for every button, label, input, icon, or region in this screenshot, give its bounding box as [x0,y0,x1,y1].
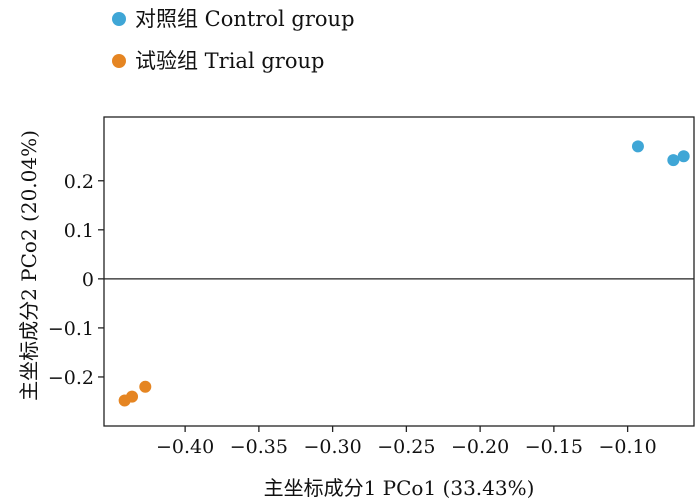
y-tick-label: 0 [82,269,94,291]
legend-label: 试验组 Trial group [135,49,324,73]
y-axis: 0.2 0.1 0 −0.1 −0.2 [48,171,104,389]
data-point-control [677,150,690,163]
y-axis-title: 主坐标成分2 PCo2 (20.04%) [17,130,41,401]
y-tick-label: 0.2 [64,171,94,193]
data-point-control [667,154,680,167]
legend-marker [112,54,126,68]
x-tick-label: −0.15 [525,436,583,458]
x-axis: −0.40 −0.35 −0.30 −0.25 −0.20 −0.15 −0.10 [156,426,657,458]
x-tick-label: −0.10 [599,436,657,458]
legend-marker [112,12,126,26]
y-tick-label: 0.1 [64,220,94,242]
plot-frame [103,116,695,427]
x-tick-label: −0.20 [451,436,509,458]
x-axis-title: 主坐标成分1 PCo1 (33.43%) [264,476,535,500]
x-tick-label: −0.40 [156,436,214,458]
x-tick-label: −0.35 [230,436,288,458]
data-points [118,140,690,407]
data-point-trial [139,380,152,393]
data-point-control [631,140,644,153]
legend-label: 对照组 Control group [135,7,355,31]
x-tick-label: −0.25 [377,436,435,458]
data-point-trial [118,394,131,407]
x-tick-label: −0.30 [304,436,362,458]
legend: 对照组 Control group 试验组 Trial group [112,7,355,73]
y-tick-label: −0.2 [48,367,94,389]
y-tick-label: −0.1 [48,318,94,340]
